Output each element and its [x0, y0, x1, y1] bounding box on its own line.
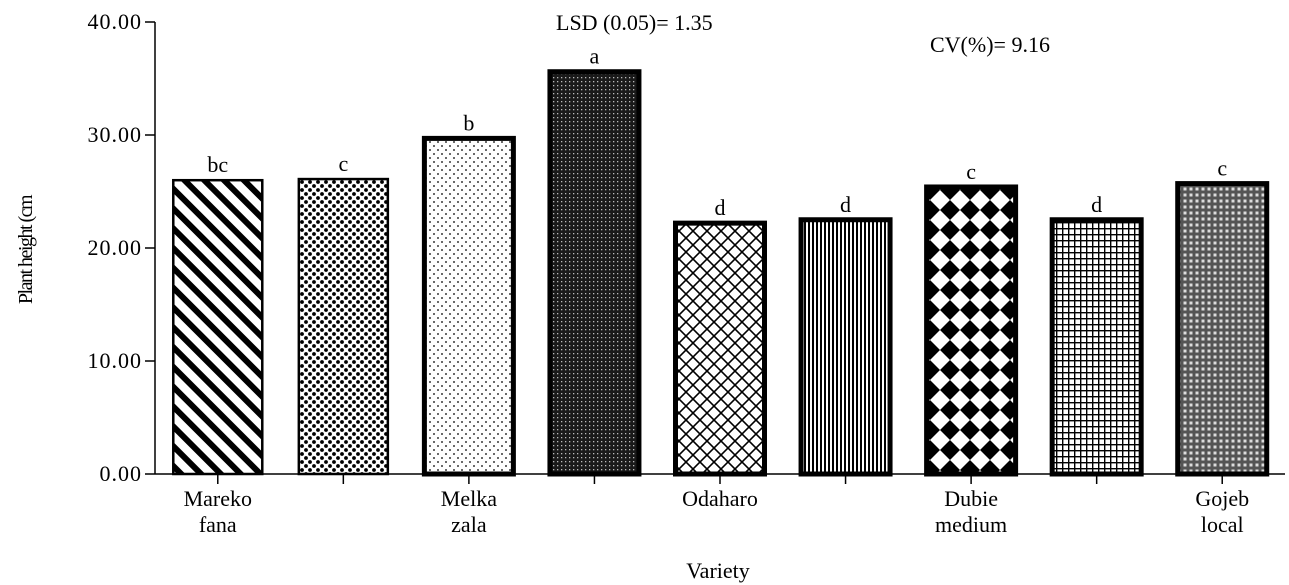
bar-5 [673, 220, 767, 477]
x-category-label: fana [199, 512, 237, 537]
x-category-label: zala [451, 512, 487, 537]
significance-letter: c [1217, 156, 1227, 181]
significance-letters-group: bc c b a d d c d c [207, 44, 1227, 220]
x-category-label: Gojeb [1195, 486, 1249, 511]
x-category-label: Melka [441, 486, 497, 511]
bar-9 [1175, 181, 1270, 477]
bar-4 [547, 69, 642, 477]
x-category-label: medium [935, 512, 1007, 537]
axes-group: 0.00 10.00 20.00 30.00 40.00 [88, 9, 1285, 486]
significance-letter: d [715, 195, 726, 220]
plot-area: bc c b a d d c d c 0.00 10.00 20.00 30.00 40.00 Mare… [88, 9, 1285, 537]
bar-1 [172, 178, 264, 476]
y-ticks-group: 0.00 10.00 20.00 30.00 40.00 [88, 9, 155, 486]
y-tick-label: 20.00 [88, 235, 143, 260]
significance-letter: d [1091, 192, 1102, 217]
x-ticks-group [217, 474, 1223, 484]
y-tick-label: 0.00 [100, 461, 143, 486]
bar-6 [798, 217, 893, 477]
lsd-annotation: LSD (0.05)= 1.35 [556, 10, 713, 35]
significance-letter: b [463, 110, 474, 135]
bar-3 [421, 135, 516, 477]
y-tick-label: 10.00 [88, 348, 143, 373]
significance-letter: d [840, 192, 851, 217]
significance-letter: bc [207, 152, 228, 177]
x-category-label: local [1201, 512, 1244, 537]
bar-7 [924, 184, 1019, 477]
x-axis-title: Variety [686, 558, 750, 583]
bar-2 [297, 177, 390, 476]
significance-letter: c [966, 159, 976, 184]
cv-annotation: CV(%)= 9.16 [930, 32, 1050, 57]
y-tick-label: 30.00 [88, 122, 143, 147]
y-tick-label: 40.00 [88, 9, 143, 34]
significance-letter: a [590, 44, 600, 69]
x-category-label: Dubie [944, 486, 998, 511]
bar-8 [1049, 217, 1144, 477]
x-category-label: Odaharo [682, 486, 758, 511]
significance-letter: c [338, 151, 348, 176]
bars-group [172, 69, 1270, 477]
y-axis-title: Plant height (cm [15, 194, 37, 304]
x-category-label: Mareko [184, 486, 252, 511]
